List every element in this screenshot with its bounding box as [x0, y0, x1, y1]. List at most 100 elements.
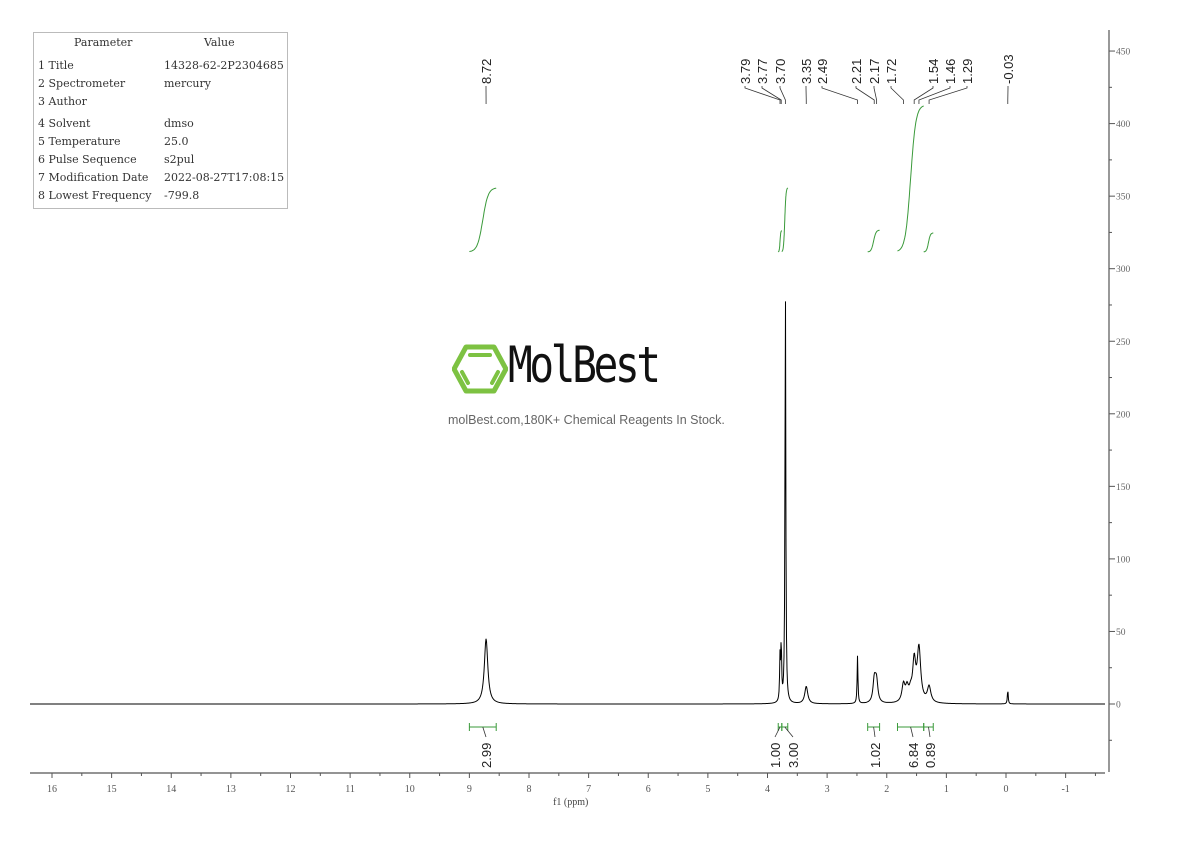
parameter-name: 1 Title [38, 59, 74, 72]
y-tick-label: 0 [1116, 701, 1121, 711]
parameter-value: 2022-08-27T17:08:15 [164, 171, 285, 184]
x-tick-label: 5 [705, 784, 710, 795]
parameter-row: 1 Title 14328-62-2P2304685 [38, 57, 284, 74]
watermark-tagline: molBest.com,180K+ Chemical Reagents In S… [448, 413, 725, 427]
integral-curve [469, 187, 497, 253]
peak-leader-line [928, 86, 968, 104]
peak-leader-line [913, 86, 934, 104]
x-tick-label: 12 [286, 784, 296, 795]
parameter-value: -799.8 [164, 189, 200, 202]
integral-label: 3.00 [786, 743, 801, 768]
x-tick-label: 3 [825, 784, 830, 795]
integral-leader [784, 726, 794, 738]
integral-leader [482, 726, 487, 738]
peak-label: 3.77 [755, 59, 770, 84]
integral-leader [910, 726, 914, 738]
parameter-row: 3 Author [38, 93, 87, 110]
peak-label: 3.70 [773, 59, 788, 84]
parameter-row: 8 Lowest Frequency -799.8 [38, 187, 199, 204]
parameter-row: 6 Pulse Sequence s2pul [38, 151, 194, 168]
peak-label: 2.21 [849, 59, 864, 84]
integral-curve [867, 229, 880, 253]
hexagon-logo-icon [452, 344, 508, 394]
brand-name: MolBest [508, 336, 661, 394]
x-tick-label: 13 [226, 784, 236, 795]
x-tick-label: -1 [1061, 784, 1069, 795]
parameter-value: dmso [164, 117, 194, 130]
peak-leader-line [744, 86, 781, 104]
integral-leader [928, 726, 931, 738]
x-tick-label: 4 [765, 784, 770, 795]
x-tick-label: 8 [527, 784, 532, 795]
x-tick-label: 0 [1004, 784, 1009, 795]
x-tick-label: 6 [646, 784, 651, 795]
integral-label: 2.99 [479, 743, 494, 768]
peak-leader-line [873, 86, 878, 104]
integral-leader [873, 726, 876, 738]
parameter-value: 25.0 [164, 135, 189, 148]
parameter-table: Parameter Value 1 Title 14328-62-2P230468… [33, 32, 288, 209]
parameter-row: 2 Spectrometer mercury [38, 75, 211, 92]
integral-curve [897, 105, 924, 252]
x-tick-label: 16 [47, 784, 57, 795]
x-tick-label: 1 [944, 784, 949, 795]
peak-label: 1.72 [884, 59, 899, 84]
x-tick-label: 11 [345, 784, 355, 795]
x-tick-label: 10 [405, 784, 415, 795]
integral-leader [774, 726, 781, 738]
peak-leader-line [855, 86, 875, 104]
integral-label: 1.00 [768, 743, 783, 768]
integral-label: 1.02 [868, 743, 883, 768]
parameter-value: mercury [164, 77, 211, 90]
y-tick-label: 450 [1116, 48, 1131, 58]
x-tick-label: 2 [884, 784, 889, 795]
parameter-name: 2 Spectrometer [38, 77, 126, 90]
peak-leader-line [821, 86, 858, 104]
peak-leader-line [918, 86, 951, 104]
y-tick-label: 50 [1116, 628, 1126, 638]
parameter-value: s2pul [164, 153, 195, 166]
peak-label: 1.54 [926, 59, 941, 84]
parameter-name: 7 Modification Date [38, 171, 149, 184]
spectrum-trace [30, 301, 1105, 705]
peak-label: 2.49 [815, 59, 830, 84]
parameter-row: 7 Modification Date 2022-08-27T17:08:15 [38, 169, 284, 186]
peak-label: 2.17 [867, 59, 882, 84]
x-tick-label: 7 [586, 784, 591, 795]
x-tick-label: 15 [107, 784, 117, 795]
parameter-name: 6 Pulse Sequence [38, 153, 137, 166]
y-tick-label: 400 [1116, 120, 1131, 130]
peak-leader-line [779, 86, 786, 104]
parameter-row: 5 Temperature 25.0 [38, 133, 189, 150]
y-tick-label: 150 [1116, 483, 1131, 493]
parameter-name: 8 Lowest Frequency [38, 189, 152, 202]
parameter-name: 3 Author [38, 95, 87, 108]
x-axis-label: f1 (ppm) [553, 797, 588, 808]
parameter-value: 14328-62-2P2304685 [164, 59, 284, 72]
parameter-name: 4 Solvent [38, 117, 91, 130]
parameter-row: 4 Solvent dmso [38, 115, 194, 132]
peak-leader-line [761, 86, 782, 104]
integral-curve [781, 187, 789, 252]
y-tick-label: 300 [1116, 265, 1131, 275]
peak-label: 1.29 [960, 59, 975, 84]
peak-label: 1.46 [943, 59, 958, 84]
table-header-value: Value [204, 36, 235, 49]
integral-label: 0.89 [923, 743, 938, 768]
y-tick-label: 200 [1116, 410, 1131, 420]
peak-label: 3.35 [799, 59, 814, 84]
y-tick-label: 100 [1116, 555, 1131, 565]
y-tick-label: 250 [1116, 338, 1131, 348]
integral-curve [923, 232, 934, 253]
integral-label: 6.84 [906, 743, 921, 768]
x-tick-label: 14 [166, 784, 176, 795]
parameter-name: 5 Temperature [38, 135, 121, 148]
x-tick-label: 9 [467, 784, 472, 795]
peak-label: -0.03 [1001, 54, 1016, 84]
integral-curve [777, 230, 783, 253]
peak-label: 8.72 [479, 59, 494, 84]
table-header-parameter: Parameter [74, 36, 133, 49]
y-tick-label: 350 [1116, 193, 1131, 203]
peak-label: 3.79 [738, 59, 753, 84]
